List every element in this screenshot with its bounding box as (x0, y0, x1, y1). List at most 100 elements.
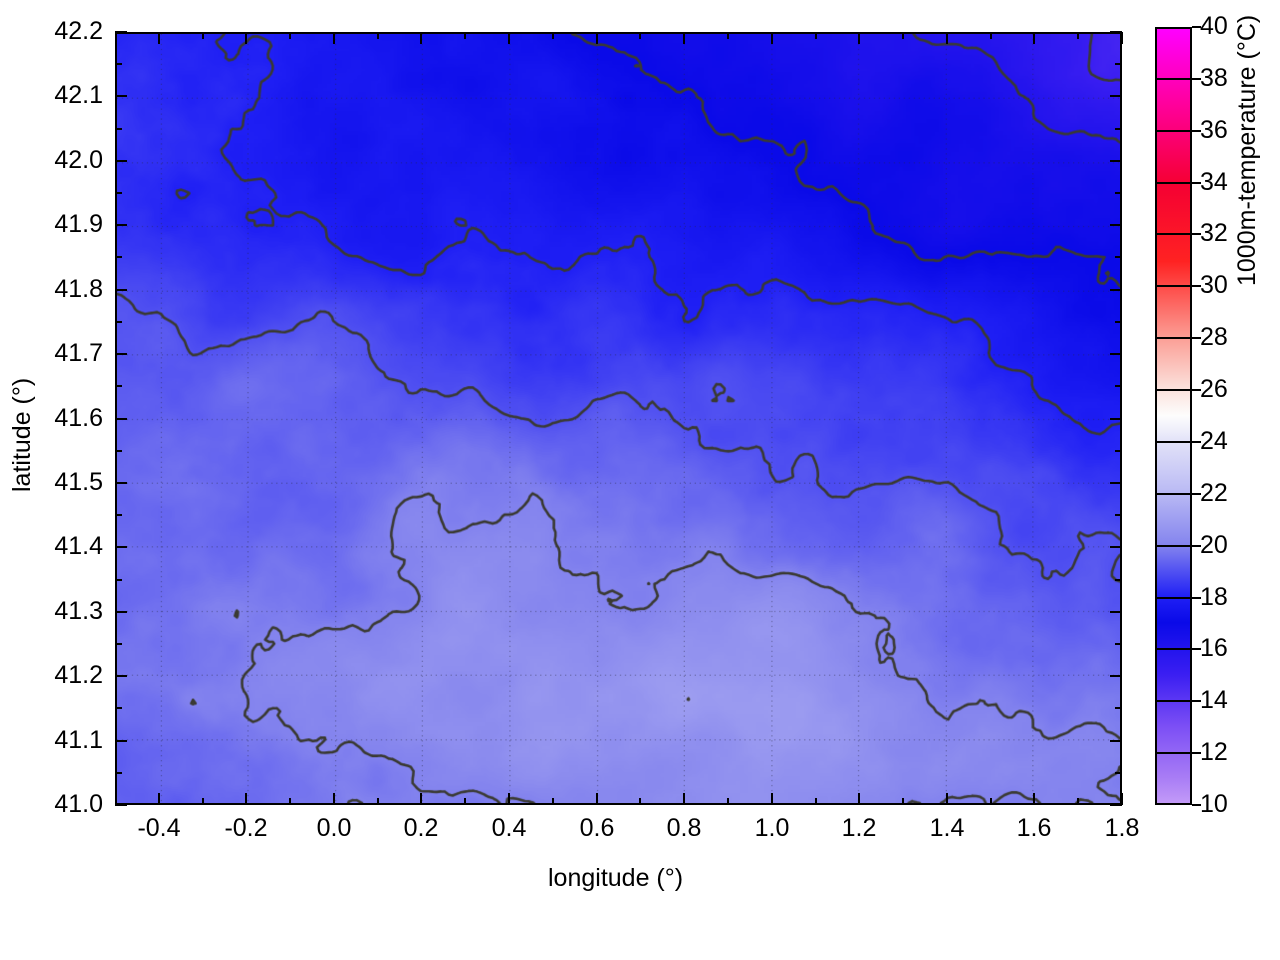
colorbar (1155, 27, 1192, 805)
colorbar-tick-28 (1155, 337, 1192, 339)
colorbar-tick-outer-40 (1192, 26, 1201, 28)
y-tick-mark-right-42.2 (1110, 31, 1122, 33)
y-tick-minor-right (1115, 579, 1122, 581)
y-tick-mark-right-41.9 (1110, 224, 1122, 226)
colorbar-tick-outer-18 (1192, 597, 1201, 599)
x-tick-mark-0.2 (420, 793, 422, 805)
colorbar-tick-label-10: 10 (1200, 790, 1228, 818)
x-tick-mark-top--0.4 (158, 32, 160, 44)
x-tick-mark-top-1.2 (858, 32, 860, 44)
x-tick-mark-top-1.6 (1033, 32, 1035, 44)
y-tick-mark-right-41.5 (1110, 482, 1122, 484)
x-tick-mark--0.2 (245, 793, 247, 805)
x-tick-label-0.2: 0.2 (403, 814, 439, 842)
colorbar-tick-label-18: 18 (1200, 583, 1228, 611)
x-tick-minor-top (464, 32, 466, 39)
x-tick-label-0.6: 0.6 (579, 814, 615, 842)
y-tick-minor (115, 643, 122, 645)
colorbar-tick-outer-34 (1192, 182, 1201, 184)
colorbar-tick-outer-24 (1192, 441, 1201, 443)
y-tick-label-41.9: 41.9 (54, 210, 103, 238)
y-tick-mark-41.6 (115, 418, 127, 420)
y-tick-mark-right-41.6 (1110, 418, 1122, 420)
x-axis-label: longitude (°) (548, 864, 684, 892)
colorbar-tick-label-32: 32 (1200, 219, 1228, 247)
colorbar-tick-26 (1155, 389, 1192, 391)
y-tick-minor (115, 772, 122, 774)
x-tick-mark-1.4 (946, 793, 948, 805)
x-tick-mark-top--0.2 (245, 32, 247, 44)
x-tick-minor (990, 798, 992, 805)
colorbar-tick-12 (1155, 752, 1192, 754)
colorbar-tick-30 (1155, 285, 1192, 287)
y-tick-mark-41.0 (115, 804, 127, 806)
x-tick-mark-top-1.4 (946, 32, 948, 44)
x-tick-mark-top-0.2 (420, 32, 422, 44)
colorbar-tick-label-14: 14 (1200, 686, 1228, 714)
x-tick-minor (202, 798, 204, 805)
x-tick-minor (464, 798, 466, 805)
y-tick-minor-right (1115, 450, 1122, 452)
x-tick-mark--0.4 (158, 793, 160, 805)
y-tick-minor-right (1115, 772, 1122, 774)
x-tick-mark-1.8 (1121, 793, 1123, 805)
y-tick-minor-right (1115, 385, 1122, 387)
x-tick-minor (289, 798, 291, 805)
y-tick-minor (115, 385, 122, 387)
y-tick-minor-right (1115, 707, 1122, 709)
y-tick-mark-41.3 (115, 611, 127, 613)
x-tick-label-1.8: 1.8 (1104, 814, 1140, 842)
x-tick-minor-top (639, 32, 641, 39)
x-tick-minor-top (902, 32, 904, 39)
colorbar-tick-outer-28 (1192, 337, 1201, 339)
colorbar-tick-outer-22 (1192, 493, 1201, 495)
temperature-field-canvas (117, 34, 1120, 803)
y-tick-label-41.6: 41.6 (54, 404, 103, 432)
colorbar-tick-label-38: 38 (1200, 64, 1228, 92)
colorbar-tick-outer-36 (1192, 130, 1201, 132)
x-tick-minor-top (990, 32, 992, 39)
colorbar-tick-label-34: 34 (1200, 168, 1228, 196)
colorbar-tick-label-12: 12 (1200, 738, 1228, 766)
y-tick-minor (115, 450, 122, 452)
x-tick-minor-top (202, 32, 204, 39)
x-tick-minor-top (289, 32, 291, 39)
y-tick-minor (115, 321, 122, 323)
colorbar-tick-label-36: 36 (1200, 116, 1228, 144)
y-tick-label-42.1: 42.1 (54, 81, 103, 109)
y-tick-minor (115, 514, 122, 516)
y-tick-mark-right-41.4 (1110, 546, 1122, 548)
y-tick-label-41.3: 41.3 (54, 597, 103, 625)
colorbar-tick-20 (1155, 545, 1192, 547)
y-tick-label-41.7: 41.7 (54, 339, 103, 367)
colorbar-gradient (1155, 27, 1192, 805)
colorbar-tick-label-40: 40 (1200, 12, 1228, 40)
colorbar-tick-label-28: 28 (1200, 323, 1228, 351)
colorbar-tick-label-26: 26 (1200, 375, 1228, 403)
x-tick-label-1.0: 1.0 (754, 814, 790, 842)
colorbar-tick-36 (1155, 130, 1192, 132)
y-tick-minor (115, 128, 122, 130)
y-tick-label-41.5: 41.5 (54, 468, 103, 496)
x-tick-mark-0.8 (683, 793, 685, 805)
colorbar-tick-14 (1155, 700, 1192, 702)
x-tick-mark-top-0.0 (333, 32, 335, 44)
colorbar-tick-24 (1155, 441, 1192, 443)
x-tick-label-0.8: 0.8 (666, 814, 702, 842)
x-tick-mark-0.0 (333, 793, 335, 805)
colorbar-tick-outer-30 (1192, 285, 1201, 287)
x-tick-mark-0.4 (508, 793, 510, 805)
x-tick-mark-top-1.0 (771, 32, 773, 44)
x-tick-minor (1077, 798, 1079, 805)
x-tick-mark-0.6 (596, 793, 598, 805)
y-tick-minor-right (1115, 643, 1122, 645)
x-tick-mark-1.2 (858, 793, 860, 805)
colorbar-tick-16 (1155, 648, 1192, 650)
y-tick-mark-right-42.1 (1110, 95, 1122, 97)
y-tick-label-42.2: 42.2 (54, 17, 103, 45)
y-tick-label-41.2: 41.2 (54, 661, 103, 689)
colorbar-tick-outer-20 (1192, 545, 1201, 547)
y-tick-mark-41.4 (115, 546, 127, 548)
y-tick-minor (115, 63, 122, 65)
y-tick-label-41.8: 41.8 (54, 275, 103, 303)
